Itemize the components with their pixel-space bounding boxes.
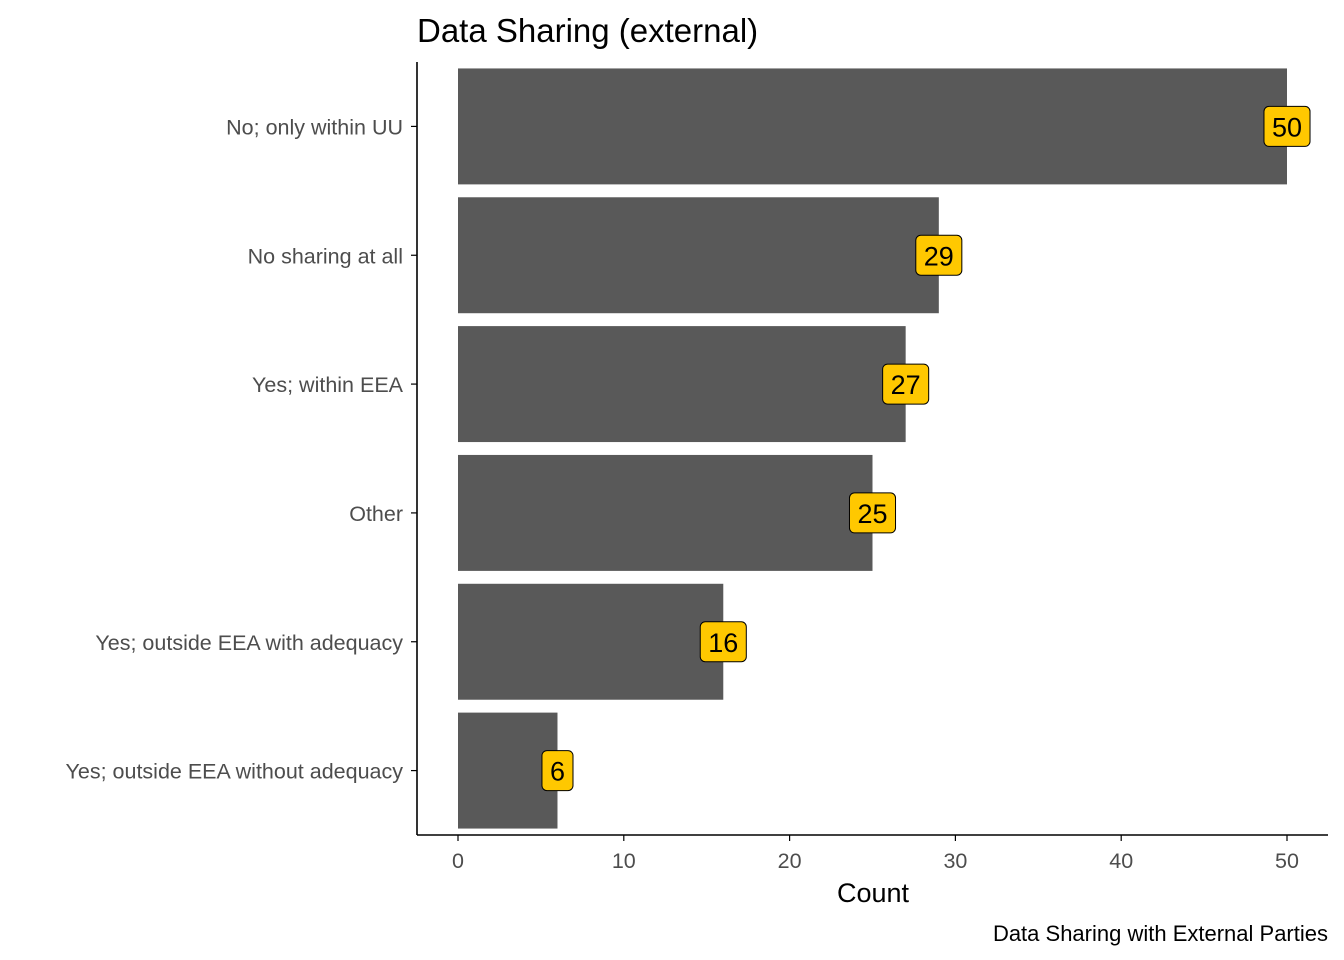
x-tick-label: 30 [943,849,967,873]
bar [458,454,873,571]
data-label-box [882,363,930,405]
chart-title: Data Sharing (external) [417,12,758,49]
bar [458,583,724,700]
bar [458,326,906,443]
data-label-box [699,621,747,663]
y-tick-label: No; only within UU [226,115,403,139]
data-label-box [848,492,897,534]
x-tick-label: 20 [778,849,802,873]
y-tick-label: Other [349,502,403,526]
y-tick-label: No sharing at all [248,244,403,268]
data-label: 16 [708,628,738,658]
x-tick-label: 10 [612,849,636,873]
x-tick-label: 40 [1109,849,1133,873]
data-label-box [915,234,963,276]
data-label: 27 [891,370,921,400]
bar [458,68,1287,185]
data-label: 29 [924,241,954,271]
data-label: 6 [550,757,565,787]
bar [458,197,939,314]
data-label-box [541,750,574,792]
data-label-box [1263,105,1311,147]
data-labels-layer: 50 29 27 25 16 6 [541,105,1311,792]
y-tick-label: Yes; within EEA [252,373,404,397]
axes-layer: No; only within UU No sharing at all Yes; … [66,62,1328,873]
y-tick-label: Yes; outside EEA with adequacy [95,631,403,655]
x-tick-label: 50 [1275,849,1299,873]
bars-layer [458,68,1287,829]
data-label: 50 [1272,112,1302,142]
chart-caption: Data Sharing with External Parties [993,921,1328,946]
data-label: 25 [857,499,887,529]
x-tick-label: 0 [452,849,464,873]
y-tick-label: Yes; outside EEA without adequacy [66,760,404,784]
x-axis-title: Count [837,878,910,908]
bar [458,712,558,829]
